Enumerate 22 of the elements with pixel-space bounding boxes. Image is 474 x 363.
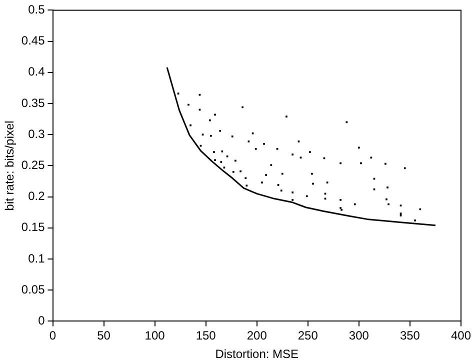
y-tick-label: 0.15 [21, 220, 46, 234]
y-tick-label: 0.2 [28, 189, 46, 204]
x-tick-label: 0 [49, 328, 56, 343]
x-tick-label: 200 [246, 328, 268, 343]
y-tick-label: 0.4 [28, 64, 46, 79]
x-tick-label: 150 [196, 328, 216, 343]
x-tick-label: 350 [400, 328, 420, 343]
y-axis-title: bit rate: bits/pixel [2, 120, 17, 211]
y-tick-label: 0.45 [21, 34, 46, 48]
y-tick-label: 0.3 [28, 126, 46, 141]
x-tick-label: 250 [298, 328, 318, 343]
y-tick-label: 0 [38, 314, 46, 328]
y-tick-label: 0.5 [28, 2, 46, 17]
x-tick-label: 50 [97, 328, 111, 343]
y-tick-label: 0.25 [21, 158, 46, 172]
y-tick-label: 0.35 [21, 96, 46, 110]
x-tick-label: 300 [348, 328, 370, 343]
x-axis-title: Distortion: MSE [215, 347, 299, 362]
y-tick-label: 0.05 [21, 282, 46, 296]
x-tick-label: 400 [450, 328, 472, 343]
x-tick-label: 100 [144, 328, 166, 343]
y-tick-label: 0.1 [28, 251, 46, 266]
